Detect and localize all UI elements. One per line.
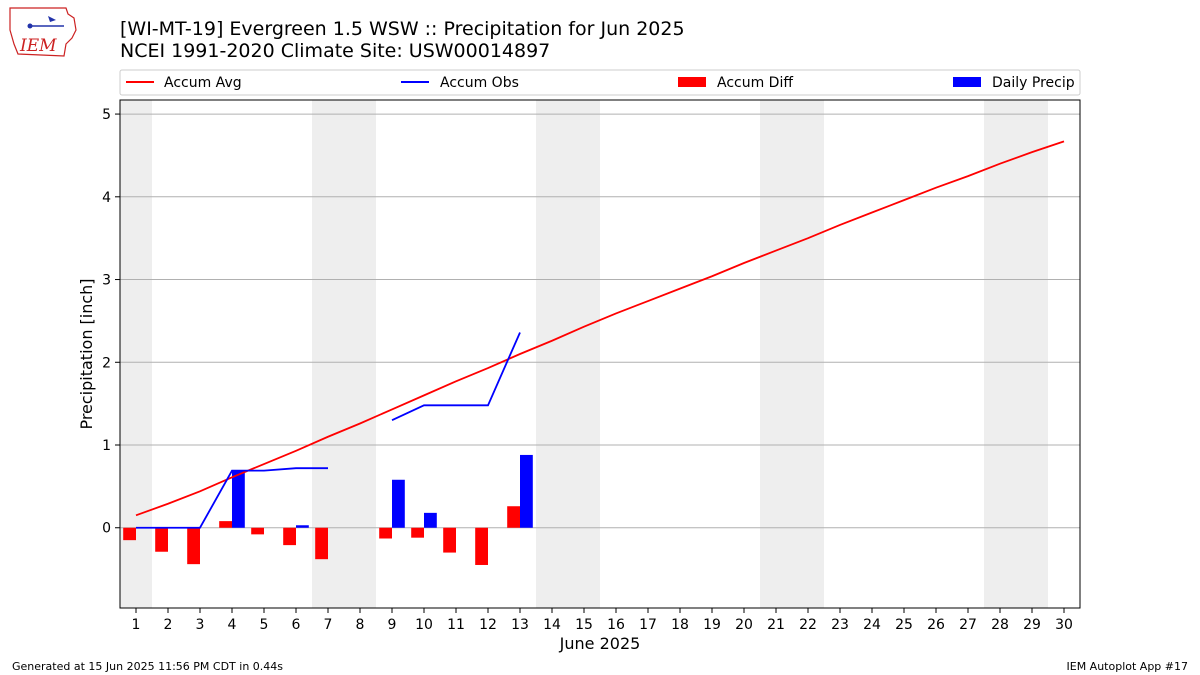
x-tick-label: 14 <box>543 617 561 633</box>
accum-diff-bar <box>123 527 136 541</box>
accum-avg-line <box>135 140 1065 517</box>
y-tick-label: 1 <box>102 438 111 454</box>
weekend-band <box>344 100 376 608</box>
x-tick-label: 21 <box>767 617 785 633</box>
x-tick-label: 7 <box>324 617 333 633</box>
legend: Accum Avg Accum Obs Accum Diff Daily Pre… <box>119 69 1081 96</box>
x-axis-label: June 2025 <box>559 634 641 653</box>
x-tick-label: 16 <box>607 617 625 633</box>
station-dot-icon <box>27 23 33 29</box>
x-tick-label: 10 <box>415 617 433 633</box>
accum-diff-bar <box>507 506 520 528</box>
legend-swatch-daily-precip <box>953 77 981 87</box>
x-tick-label: 12 <box>479 617 497 633</box>
x-tick-label: 6 <box>292 617 301 633</box>
x-tick-label: 1 <box>132 617 141 633</box>
footer-generated: Generated at 15 Jun 2025 11:56 PM CDT in… <box>12 660 283 673</box>
y-tick-label: 5 <box>102 107 111 123</box>
daily-precip-bars <box>232 454 533 528</box>
daily-precip-bar <box>520 454 533 528</box>
logo-text: IEM <box>19 36 57 56</box>
weekend-band <box>312 100 344 608</box>
y-tick-label: 4 <box>102 190 111 206</box>
x-tick-label: 4 <box>228 617 237 633</box>
grid-lines <box>120 113 1080 529</box>
legend-label-accum-obs: Accum Obs <box>440 75 519 91</box>
legend-frame <box>119 69 1081 96</box>
x-tick-label: 11 <box>447 617 465 633</box>
daily-precip-bar <box>296 525 309 528</box>
x-tick-label: 26 <box>927 617 945 633</box>
weekend-band <box>760 100 792 608</box>
x-tick-label: 2 <box>164 617 173 633</box>
x-tick-label: 24 <box>863 617 881 633</box>
chart-subtitle: NCEI 1991-2020 Climate Site: USW00014897 <box>120 40 550 62</box>
weekend-bands <box>120 100 1048 608</box>
weekend-band <box>568 100 600 608</box>
accum-diff-bar <box>411 527 424 538</box>
daily-precip-bar <box>232 470 245 528</box>
x-tick-label: 3 <box>196 617 205 633</box>
chart-title: [WI-MT-19] Evergreen 1.5 WSW :: Precipit… <box>120 18 685 40</box>
accum-diff-bar <box>315 527 328 560</box>
legend-swatch-accum-diff <box>678 77 706 87</box>
accum-diff-bar <box>443 527 456 553</box>
x-tick-label: 22 <box>799 617 817 633</box>
x-tick-label: 19 <box>703 617 721 633</box>
daily-precip-bar <box>392 479 405 528</box>
x-tick-label: 17 <box>639 617 657 633</box>
weekend-band <box>1016 100 1048 608</box>
accum-diff-bar <box>475 527 488 565</box>
legend-label-daily-precip: Daily Precip <box>992 75 1075 91</box>
accum-diff-bar <box>155 527 168 552</box>
x-tick-label: 18 <box>671 617 689 633</box>
y-axis-label: Precipitation [inch] <box>77 278 96 429</box>
weekend-band <box>536 100 568 608</box>
legend-label-accum-diff: Accum Diff <box>717 75 793 91</box>
accum-diff-bar <box>187 527 200 565</box>
x-tick-label: 27 <box>959 617 977 633</box>
x-tick-label: 20 <box>735 617 753 633</box>
x-tick-label: 23 <box>831 617 849 633</box>
accum-obs-line <box>136 467 328 529</box>
flag-icon <box>48 16 56 22</box>
y-axis-ticks: 0 1 2 3 4 5 <box>102 107 120 537</box>
x-tick-label: 9 <box>388 617 397 633</box>
x-axis-ticks: 1 2 3 4 5 6 7 8 9 10 11 12 13 14 15 16 17 18 19 20 21 22 23 24 2… <box>132 608 1073 633</box>
plot-frame <box>119 99 1081 609</box>
y-tick-label: 0 <box>102 521 111 537</box>
x-tick-label: 8 <box>356 617 365 633</box>
legend-label-accum-avg: Accum Avg <box>164 75 242 91</box>
x-tick-label: 13 <box>511 617 529 633</box>
x-tick-label: 29 <box>1023 617 1041 633</box>
y-tick-label: 2 <box>102 355 111 371</box>
x-tick-label: 28 <box>991 617 1009 633</box>
x-tick-label: 5 <box>260 617 269 633</box>
x-tick-label: 30 <box>1055 617 1073 633</box>
weekend-band <box>792 100 824 608</box>
iowa-outline-icon <box>9 7 77 57</box>
accum-diff-bar <box>219 521 232 528</box>
series-lines <box>135 140 1065 529</box>
footer-app: IEM Autoplot App #17 <box>1067 660 1189 673</box>
accum-diff-bar <box>379 527 392 539</box>
daily-precip-bar <box>424 512 437 528</box>
iem-logo: IEM <box>9 7 77 57</box>
x-tick-label: 15 <box>575 617 593 633</box>
accum-diff-bars <box>123 506 520 565</box>
y-tick-label: 3 <box>102 273 111 289</box>
accum-diff-bar <box>283 527 296 546</box>
x-tick-label: 25 <box>895 617 913 633</box>
weekend-band <box>120 100 152 608</box>
accum-diff-bar <box>251 527 264 535</box>
accum-obs-line <box>391 332 521 422</box>
weekend-band <box>984 100 1016 608</box>
